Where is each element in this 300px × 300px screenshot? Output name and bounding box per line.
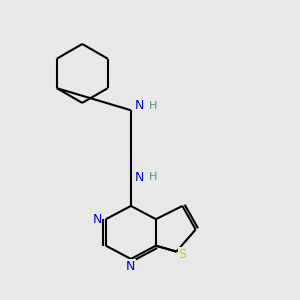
Text: N: N (126, 260, 136, 273)
Text: N: N (135, 171, 144, 184)
Text: H: H (149, 101, 157, 111)
Text: H: H (149, 172, 157, 182)
Text: N: N (135, 99, 144, 112)
Text: S: S (178, 248, 186, 261)
Text: N: N (92, 213, 102, 226)
